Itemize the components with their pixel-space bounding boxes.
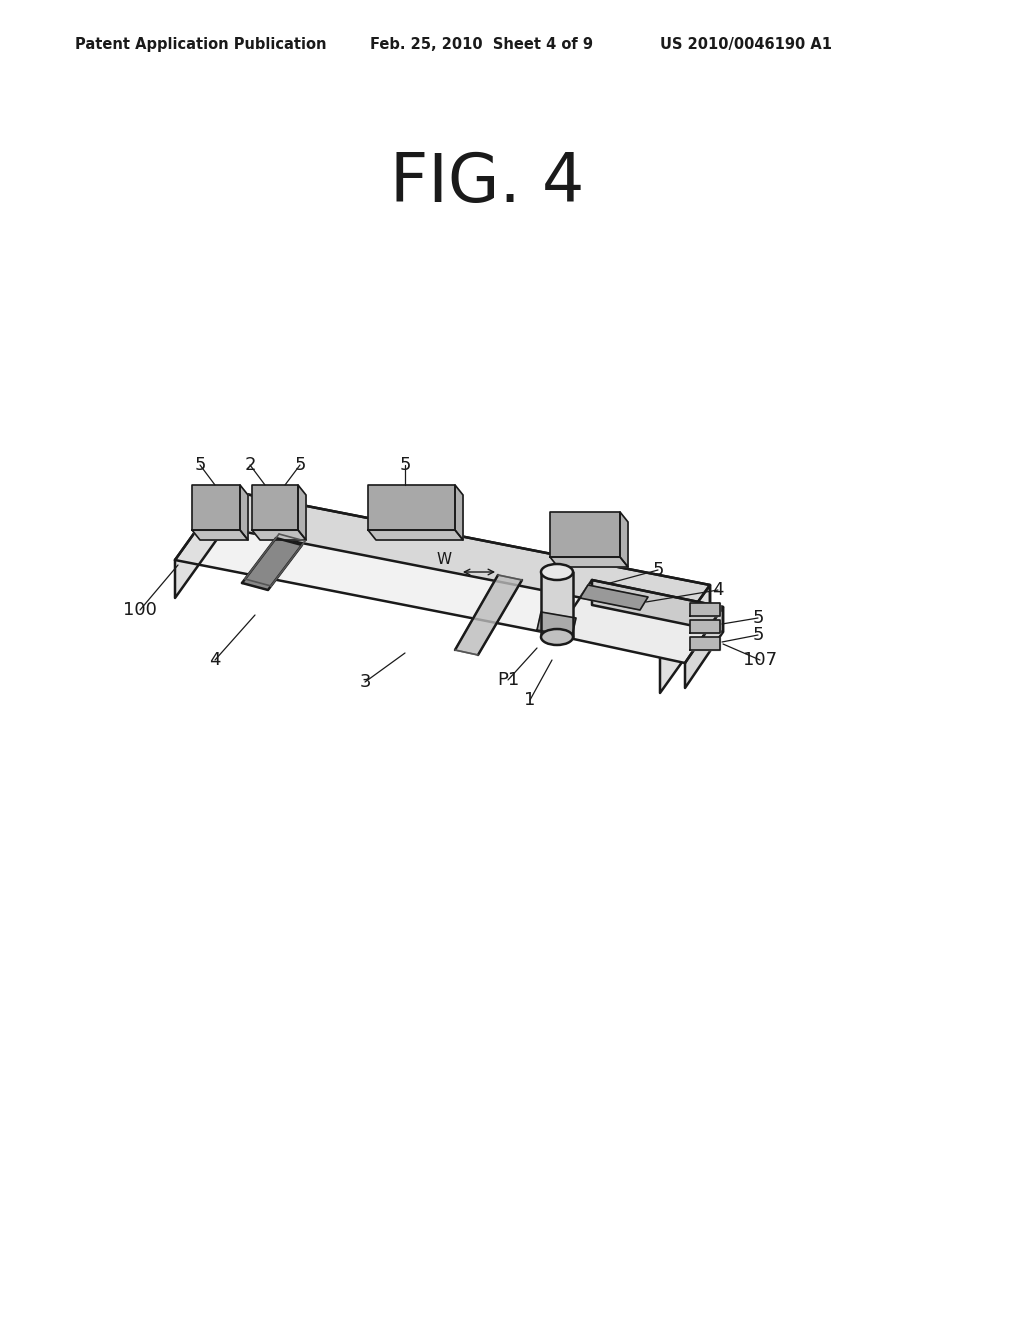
Text: 5: 5 (399, 455, 411, 474)
Text: 2: 2 (245, 455, 256, 474)
Text: 5: 5 (652, 561, 664, 579)
Polygon shape (455, 576, 522, 655)
Polygon shape (555, 579, 723, 663)
Polygon shape (660, 585, 710, 693)
Text: 5: 5 (195, 455, 206, 474)
Polygon shape (690, 638, 720, 649)
Polygon shape (298, 484, 306, 540)
Polygon shape (685, 607, 723, 688)
Polygon shape (368, 484, 455, 531)
Polygon shape (537, 612, 575, 636)
Text: US 2010/0046190 A1: US 2010/0046190 A1 (660, 37, 831, 51)
Polygon shape (175, 490, 225, 598)
Polygon shape (550, 557, 628, 568)
Text: FIG. 4: FIG. 4 (390, 150, 585, 216)
Text: Feb. 25, 2010  Sheet 4 of 9: Feb. 25, 2010 Sheet 4 of 9 (370, 37, 593, 51)
Text: 5: 5 (753, 626, 764, 644)
Polygon shape (550, 512, 620, 557)
Text: 107: 107 (743, 651, 777, 669)
Polygon shape (368, 531, 463, 540)
Text: 4: 4 (713, 581, 724, 599)
Text: W: W (437, 552, 452, 568)
Text: P1: P1 (497, 671, 519, 689)
Polygon shape (193, 531, 248, 540)
Polygon shape (240, 484, 248, 540)
Text: 5: 5 (294, 455, 306, 474)
Polygon shape (252, 484, 298, 531)
Polygon shape (620, 512, 628, 568)
Polygon shape (242, 539, 302, 590)
Polygon shape (455, 484, 463, 540)
Polygon shape (541, 572, 573, 638)
Text: 3: 3 (359, 673, 371, 690)
Text: 5: 5 (753, 609, 764, 627)
Polygon shape (580, 585, 648, 610)
Polygon shape (252, 531, 306, 540)
Polygon shape (690, 620, 720, 634)
Polygon shape (225, 490, 710, 623)
Text: 4: 4 (209, 651, 221, 669)
Polygon shape (592, 579, 723, 632)
Polygon shape (175, 490, 710, 655)
Ellipse shape (541, 564, 573, 579)
Ellipse shape (541, 630, 573, 645)
Text: Patent Application Publication: Patent Application Publication (75, 37, 327, 51)
Polygon shape (193, 484, 240, 531)
Text: 1: 1 (524, 690, 536, 709)
Text: 100: 100 (123, 601, 157, 619)
Polygon shape (690, 603, 720, 616)
